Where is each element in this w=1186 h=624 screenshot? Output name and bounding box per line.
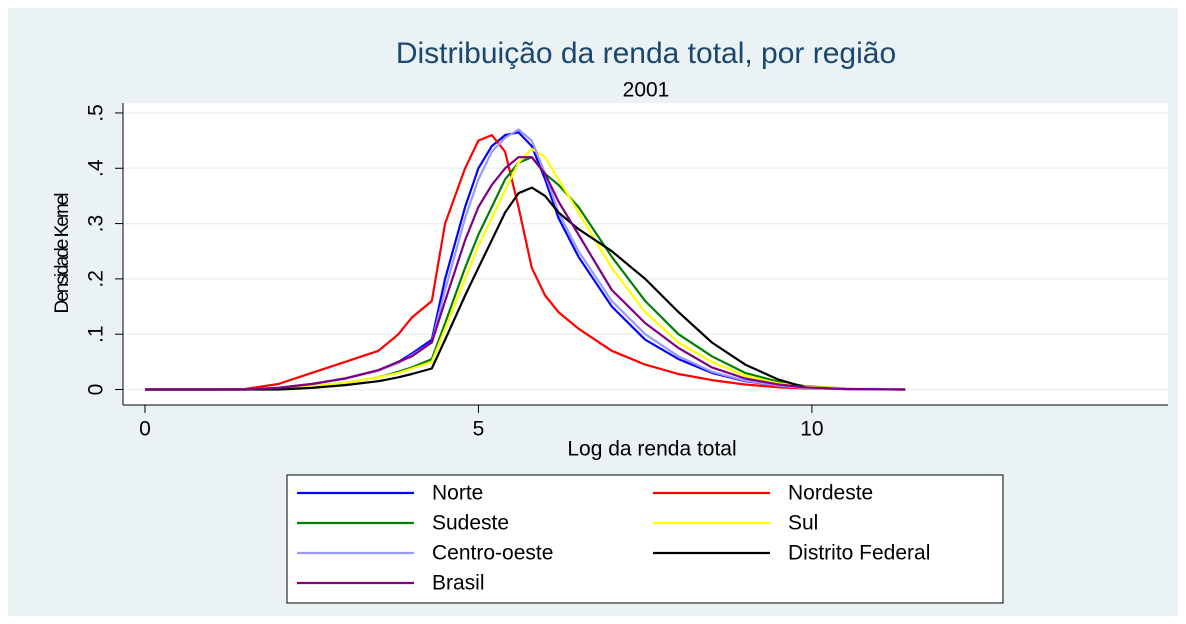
series-line <box>145 156 906 391</box>
chart-subtitle: 2001 <box>623 79 670 102</box>
legend-label: Centro-oeste <box>432 542 553 565</box>
legend-label: Norte <box>432 482 483 505</box>
y-tick-label: .5 <box>85 104 108 122</box>
y-tick-label: .1 <box>85 325 108 343</box>
y-tick-label: 0 <box>85 384 108 396</box>
y-tick-label: .2 <box>85 270 108 288</box>
legend-label: Brasil <box>432 572 485 595</box>
x-axis-label: Log da renda total <box>567 438 736 461</box>
series-line <box>145 134 906 391</box>
legend-label: Nordeste <box>788 482 873 505</box>
legend-label: Sul <box>788 512 818 535</box>
series-line <box>145 186 806 391</box>
legend-label: Distrito Federal <box>788 542 930 565</box>
legend-label: Sudeste <box>432 512 509 535</box>
y-tick-label: .4 <box>85 159 108 177</box>
x-tick-label: 0 <box>139 418 151 441</box>
chart-title: Distribuição da renda total, por região <box>396 37 896 70</box>
y-tick-label: .3 <box>85 215 108 233</box>
x-tick-label: 10 <box>800 418 823 441</box>
series-line <box>145 147 906 391</box>
legend-box <box>286 474 1004 604</box>
y-axis-label: Densidade Kernel <box>52 194 73 314</box>
plot-region <box>123 103 1168 405</box>
x-tick-label: 5 <box>473 418 485 441</box>
